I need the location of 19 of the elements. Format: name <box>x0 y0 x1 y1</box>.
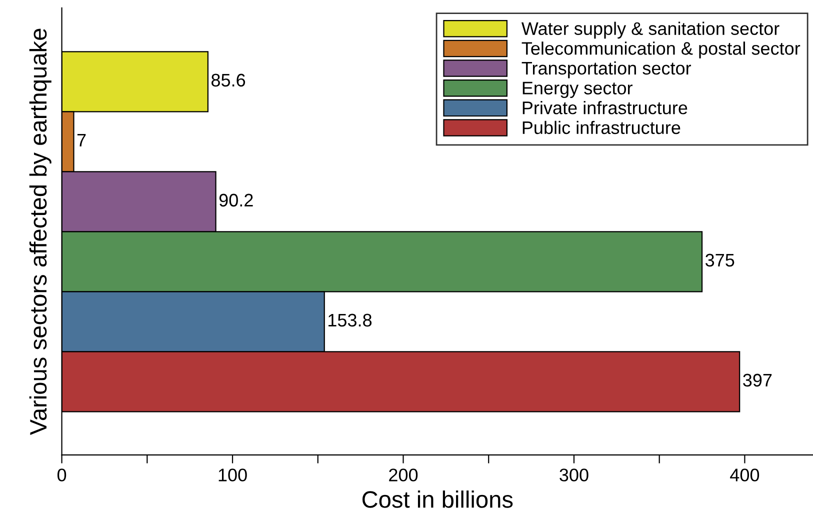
x-tick-label: 0 <box>57 468 66 482</box>
legend-label: Telecommunication & postal sector <box>522 42 800 58</box>
x-tick-label: 300 <box>560 468 588 482</box>
x-tick-label: 100 <box>218 468 247 482</box>
y-axis-title: Various sectors affected by earthquake <box>29 28 52 435</box>
legend-label: Energy sector <box>522 82 632 98</box>
legend-label: Transportation sector <box>522 61 692 78</box>
legend-label: Water supply & sanitation sector <box>521 22 780 39</box>
legend-label: Private infrastructure <box>522 101 688 114</box>
x-tick-label: 400 <box>730 468 760 482</box>
x-tick-label: 200 <box>389 468 418 482</box>
legend-label: Public infrastructure <box>522 120 680 134</box>
data-label: 7 <box>77 134 86 146</box>
data-label: 397 <box>743 374 772 387</box>
data-label: 375 <box>705 254 734 267</box>
data-label: 153.8 <box>328 314 372 327</box>
data-label: 85.6 <box>211 74 246 87</box>
x-axis-title: Cost in billions <box>362 490 513 508</box>
data-label: 90.2 <box>219 194 253 207</box>
